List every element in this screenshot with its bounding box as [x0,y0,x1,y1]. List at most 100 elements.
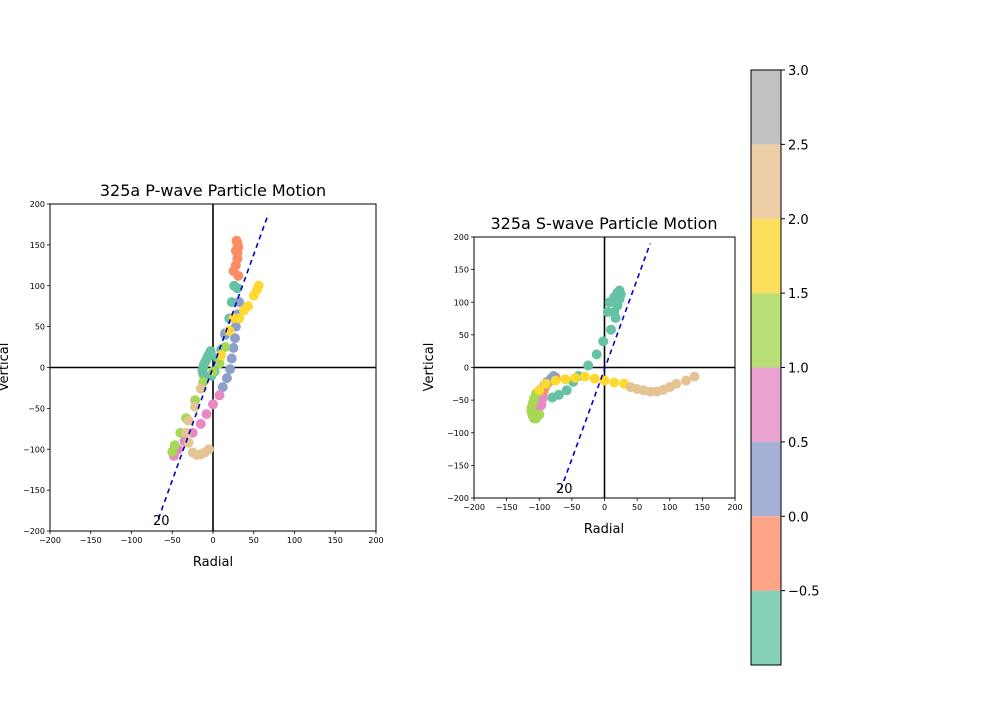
s-wave-x-tick-label: −150 [496,503,518,512]
p-wave-y-tick-label: 150 [30,241,45,250]
p-wave-data-point [181,427,192,438]
s-wave-x-tick-label: −200 [463,503,485,512]
s-wave-data-point [591,349,602,360]
p-wave-y-tick-label: −100 [23,445,45,454]
s-wave-data-point [689,371,700,382]
s-wave-y-tick-label: −150 [447,461,469,470]
p-wave-y-tick-label: 0 [40,364,45,373]
p-wave-reference-line [157,213,270,520]
p-wave-data-point [195,418,206,429]
p-wave-data-point [183,415,194,426]
colorbar-band [751,441,781,517]
p-wave-data-point [233,270,244,281]
p-wave-y-axis-label: Vertical [0,343,12,392]
colorbar-band [751,516,781,591]
s-wave-y-tick-label: −200 [447,494,469,503]
p-wave-y-tick-label: 200 [30,200,45,209]
s-wave-y-tick-label: 50 [459,331,469,340]
colorbar-tick-label: 0.5 [788,436,809,451]
p-wave-data-point [220,342,231,353]
s-wave-x-tick-label: 200 [727,503,742,512]
p-wave-data-point [226,297,237,308]
colorbar-band [751,293,781,368]
p-wave-y-tick-label: −200 [23,527,45,536]
s-wave-data-point [579,371,590,382]
s-wave-data-point [606,324,616,335]
p-wave-data-point [234,297,245,308]
s-wave-data-point [536,400,547,411]
p-wave-data-point [183,437,194,448]
s-wave-x-tick-label: 50 [632,503,642,512]
p-wave-ticks: −200 −150 −100 −50 0 50 100 150 200−200−150−100−… [23,200,384,545]
s-wave-x-tick-label: 100 [662,503,677,512]
s-wave-ticks: −200 −150 −100 −50 0 50 100 150 200−200−150−100−… [447,233,743,512]
p-wave-data-point [253,280,264,291]
p-wave-x-tick-label: −150 [80,536,102,545]
s-wave-y-axis-label: Vertical [422,343,437,392]
s-wave-data-point [671,378,682,389]
p-wave-x-tick-label: 150 [328,536,343,545]
s-wave-data-point [561,385,572,396]
s-wave-data-point [589,373,600,384]
s-wave-data-point [609,377,620,388]
s-wave-data-point [610,312,621,323]
s-wave-data-point [534,385,545,396]
s-wave-data-point [602,307,613,317]
p-wave-y-tick-label: −150 [23,486,45,495]
s-wave-x-tick-label: 150 [695,503,710,512]
s-wave-data-point [583,360,594,371]
s-wave-x-tick-label: −50 [563,503,580,512]
colorbar-band [751,70,781,145]
p-wave-data-point [195,383,206,394]
p-wave-x-tick-label: 100 [287,536,302,545]
colorbar-tick-label: 0.0 [788,510,809,525]
p-wave-y-tick-label: 50 [35,323,45,332]
p-wave-data-point [230,245,241,256]
p-wave-x-tick-label: 200 [368,536,383,545]
colorbar-tick-label: 3.0 [788,64,809,79]
s-wave-data-point [570,372,581,383]
p-wave-line-annotation: 20 [153,514,170,529]
colorbar: −0.5 0.0 0.5 1.0 1.5 2.0 2.5 3.0 [750,64,820,666]
s-wave-y-tick-label: 0 [464,364,469,373]
p-wave-data-point [208,399,218,410]
p-wave-data-point [225,364,236,375]
p-wave-data-point [216,350,227,361]
p-wave-data-point [232,283,243,294]
colorbar-band [751,218,781,294]
s-wave-data-point [550,375,561,386]
p-wave-marks: 20 [49,203,377,532]
s-wave-data-point [681,375,692,386]
s-wave-data-point [598,336,609,347]
s-wave-y-tick-label: 200 [454,233,469,242]
p-wave-x-tick-label: −100 [121,536,143,545]
s-wave-data-point [540,378,551,389]
s-wave-x-tick-label: −100 [528,503,550,512]
colorbar-bands [750,69,782,666]
p-wave-y-tick-label: 100 [30,282,45,291]
p-wave-data-point [201,409,212,420]
s-wave-chart: 325a S-wave Particle Motion Radial Verti… [422,214,743,537]
s-wave-line-annotation: 20 [556,482,573,497]
p-wave-data-point [214,390,225,401]
p-wave-data-point [187,447,198,458]
p-wave-data-point [169,440,180,451]
p-wave-data-point [243,301,253,312]
p-wave-data-point [221,373,232,384]
colorbar-tick-label: −0.5 [788,585,820,600]
colorbar-tick-label: 1.0 [788,362,809,377]
p-wave-y-tick-label: −50 [28,404,45,413]
p-wave-data-point [228,342,239,353]
s-wave-x-tick-label: 0 [602,503,607,512]
p-wave-x-tick-label: −200 [39,536,61,545]
s-wave-marks: 20 [473,236,736,499]
s-wave-y-tick-label: −50 [452,396,469,405]
colorbar-ticks: −0.5 0.0 0.5 1.0 1.5 2.0 2.5 3.0 [781,64,820,600]
colorbar-band [751,367,781,442]
s-wave-chart-title: 325a S-wave Particle Motion [490,214,717,233]
colorbar-tick-label: 2.0 [788,213,809,228]
p-wave-data-point [231,235,242,246]
p-wave-x-axis-label: Radial [193,555,233,570]
s-wave-reference-line [560,243,651,490]
